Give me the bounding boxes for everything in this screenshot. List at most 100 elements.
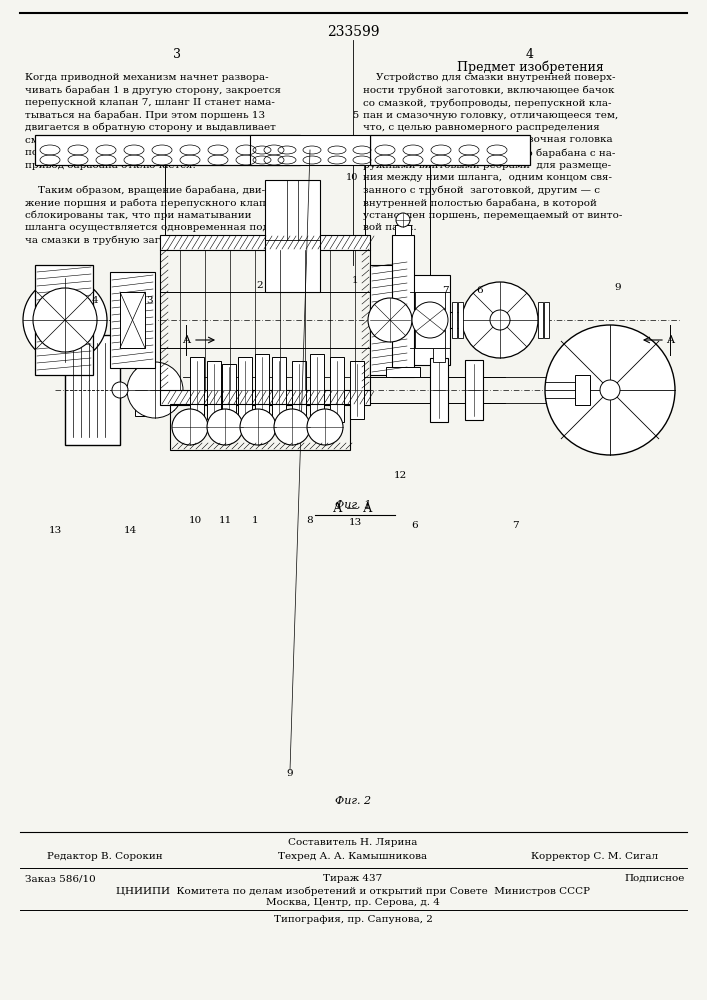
Text: 5: 5 xyxy=(352,110,358,119)
Bar xyxy=(465,360,483,420)
Bar xyxy=(392,235,414,377)
Text: 4: 4 xyxy=(526,48,534,61)
Text: перепускной клапан 7, шланг II станет нама-: перепускной клапан 7, шланг II станет на… xyxy=(25,98,275,107)
Text: 11: 11 xyxy=(218,516,232,525)
FancyBboxPatch shape xyxy=(35,265,93,375)
Bar xyxy=(575,375,590,405)
Text: тываться на барабан. При этом поршень 13: тываться на барабан. При этом поршень 13 xyxy=(25,110,265,120)
Text: 7: 7 xyxy=(442,286,448,295)
Text: 1: 1 xyxy=(252,516,258,525)
Bar xyxy=(150,367,162,412)
Bar xyxy=(292,361,306,419)
Text: занного с трубной  заготовкой, другим — с: занного с трубной заготовкой, другим — с xyxy=(363,186,600,195)
Bar xyxy=(410,275,450,365)
Bar xyxy=(395,225,411,235)
Text: 6: 6 xyxy=(411,521,419,530)
Circle shape xyxy=(368,298,412,342)
Text: сблокированы так, что при наматывании: сблокированы так, что при наматывании xyxy=(25,211,252,220)
Bar xyxy=(544,302,549,338)
Text: ча смазки в трубную заготовку.: ча смазки в трубную заготовку. xyxy=(25,235,200,245)
Bar xyxy=(458,302,463,338)
Bar xyxy=(170,404,350,450)
Bar xyxy=(160,390,370,405)
Text: Фиг. 1: Фиг. 1 xyxy=(335,500,371,510)
Text: 3: 3 xyxy=(173,48,181,61)
Text: А — А: А — А xyxy=(333,502,373,515)
Text: 12: 12 xyxy=(393,471,407,480)
Circle shape xyxy=(396,213,410,227)
Text: поршнем и шлангом исходного положения,: поршнем и шлангом исходного положения, xyxy=(25,148,266,157)
Text: Заказ 586/10: Заказ 586/10 xyxy=(25,874,95,883)
Text: ружными винтовыми ребрами  для размеще-: ружными винтовыми ребрами для размеще- xyxy=(363,160,611,170)
Text: 4: 4 xyxy=(92,296,98,305)
Text: 9: 9 xyxy=(286,769,293,778)
Text: привод барабана отключается.: привод барабана отключается. xyxy=(25,160,196,170)
Circle shape xyxy=(545,325,675,455)
Circle shape xyxy=(274,409,310,445)
Text: жение поршня и работа перепускного клапана: жение поршня и работа перепускного клапа… xyxy=(25,198,285,208)
Circle shape xyxy=(172,409,208,445)
Text: 6: 6 xyxy=(477,286,484,295)
Text: внутренней полостью барабана, в которой: внутренней полостью барабана, в которой xyxy=(363,198,597,208)
Text: 10: 10 xyxy=(188,516,201,525)
Circle shape xyxy=(462,282,538,358)
Bar xyxy=(65,335,120,445)
Bar xyxy=(272,357,286,422)
Text: 13: 13 xyxy=(349,518,361,527)
Text: 1: 1 xyxy=(351,276,358,285)
Bar xyxy=(330,357,344,422)
Bar xyxy=(538,302,543,338)
Circle shape xyxy=(127,362,183,418)
Text: ности трубной заготовки, включающее бачок: ности трубной заготовки, включающее бачо… xyxy=(363,86,614,95)
Text: вой пары.: вой пары. xyxy=(363,223,416,232)
Circle shape xyxy=(33,288,97,352)
Text: Составитель Н. Лярина: Составитель Н. Лярина xyxy=(288,838,418,847)
Bar xyxy=(452,302,457,338)
Bar xyxy=(370,265,410,375)
Circle shape xyxy=(112,382,128,398)
Text: двигается в обратную сторону и выдавливает: двигается в обратную сторону и выдавлива… xyxy=(25,123,276,132)
Bar xyxy=(430,358,448,422)
Text: со смазкой, трубопроводы, перепускной кла-: со смазкой, трубопроводы, перепускной кл… xyxy=(363,98,612,107)
Bar xyxy=(222,364,236,416)
Text: 9: 9 xyxy=(614,283,621,292)
Text: 13: 13 xyxy=(48,526,62,535)
Text: Фиг. 2: Фиг. 2 xyxy=(335,796,371,806)
Text: 10: 10 xyxy=(346,173,358,182)
Text: пан и смазочную головку, отличающееся тем,: пан и смазочную головку, отличающееся те… xyxy=(363,110,618,119)
Bar xyxy=(238,357,252,422)
Bar xyxy=(110,272,155,368)
Text: 3: 3 xyxy=(146,296,153,305)
Text: A: A xyxy=(182,335,190,345)
Text: Редактор В. Сорокин: Редактор В. Сорокин xyxy=(47,852,163,861)
Text: Тираж 437: Тираж 437 xyxy=(323,874,382,883)
Bar xyxy=(190,357,204,422)
Text: Техред А. А. Камышникова: Техред А. А. Камышникова xyxy=(279,852,428,861)
Text: что, с целью равномерного распределения: что, с целью равномерного распределения xyxy=(363,123,600,132)
Text: ния между ними шланга,  одним концом свя-: ния между ними шланга, одним концом свя- xyxy=(363,173,612,182)
Text: шланга осуществляется одновременная пода-: шланга осуществляется одновременная пода… xyxy=(25,223,279,232)
Text: смазку в трубную заготовку. При достижении: смазку в трубную заготовку. При достижен… xyxy=(25,135,279,145)
Text: 15: 15 xyxy=(346,235,358,244)
Bar xyxy=(135,364,147,416)
Bar xyxy=(386,367,420,377)
Text: выполнена в виде поворотного барабана с на-: выполнена в виде поворотного барабана с … xyxy=(363,148,615,157)
Bar xyxy=(160,235,370,250)
Bar xyxy=(207,361,221,419)
Text: Подписное: Подписное xyxy=(624,874,685,883)
Circle shape xyxy=(207,409,243,445)
Circle shape xyxy=(307,409,343,445)
Bar xyxy=(35,135,300,165)
Text: Москва, Центр, пр. Серова, д. 4: Москва, Центр, пр. Серова, д. 4 xyxy=(266,898,440,907)
Circle shape xyxy=(23,278,107,362)
Bar xyxy=(415,292,445,348)
Bar xyxy=(310,354,324,426)
Text: Корректор С. М. Сигал: Корректор С. М. Сигал xyxy=(532,852,658,861)
Text: 14: 14 xyxy=(124,526,136,535)
Text: 7: 7 xyxy=(512,521,518,530)
Text: чивать барабан 1 в другую сторону, закроется: чивать барабан 1 в другую сторону, закро… xyxy=(25,86,281,95)
Bar xyxy=(255,354,269,426)
Text: A: A xyxy=(666,335,674,345)
Bar xyxy=(350,361,364,419)
Bar xyxy=(162,370,174,410)
